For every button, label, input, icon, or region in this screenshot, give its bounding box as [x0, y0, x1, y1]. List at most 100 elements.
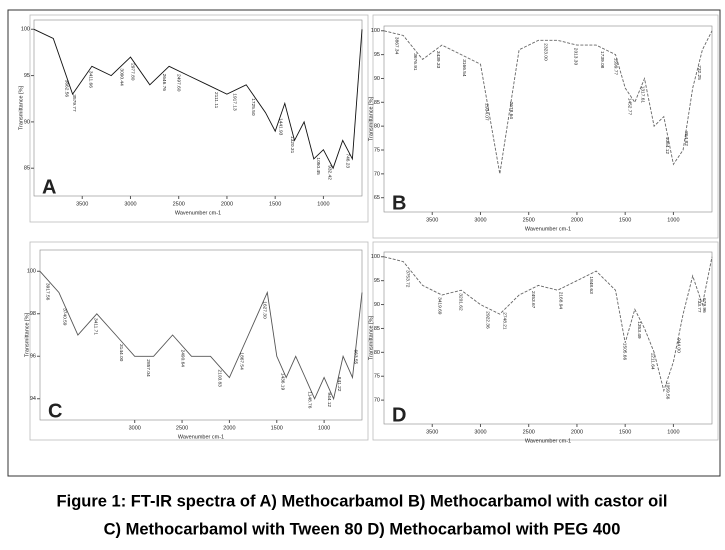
- peak-label: 2678.64: [508, 102, 514, 120]
- x-axis-label: Wavenumber cm-1: [525, 226, 571, 232]
- y-tick-label: 65: [374, 195, 380, 201]
- x-tick-label: 1000: [667, 217, 679, 223]
- x-axis-label: Wavenumber cm-1: [178, 434, 224, 440]
- panel-border: [372, 241, 719, 441]
- panel-letter: D: [392, 404, 406, 426]
- peak-label: 3753.72: [405, 270, 411, 288]
- peak-label: 1867.54: [239, 352, 245, 370]
- x-tick-label: 1000: [318, 425, 330, 431]
- y-tick-label: 80: [374, 350, 380, 356]
- x-axis-label: Wavenumber cm-1: [175, 210, 221, 216]
- panel-border: [29, 14, 369, 223]
- y-tick-label: 85: [374, 100, 380, 106]
- peak-label: 2323.00: [543, 43, 549, 61]
- peak-label: 2497.60: [176, 74, 182, 92]
- x-tick-label: 2000: [571, 429, 583, 435]
- peak-label: 2646.76: [161, 74, 167, 92]
- peak-label: 841.22: [336, 377, 342, 392]
- x-tick-label: 2000: [221, 201, 233, 207]
- y-tick-label: 90: [24, 119, 30, 125]
- x-tick-label: 2000: [223, 425, 235, 431]
- panel-border: [372, 14, 719, 239]
- peak-label: 1353.49: [636, 321, 642, 339]
- x-tick-label: 1500: [269, 201, 281, 207]
- x-tick-label: 3000: [129, 425, 141, 431]
- peak-label: 2453.67: [530, 291, 536, 309]
- peak-label: 1064.12: [664, 137, 670, 155]
- y-axis-label: Transmittance [%]: [18, 85, 24, 130]
- y-axis-label: Transmittance [%]: [368, 315, 374, 360]
- peak-label: 733.77: [696, 298, 702, 313]
- plot-frame: [39, 249, 363, 421]
- spectrum-line: [33, 28, 363, 170]
- x-tick-label: 2000: [571, 217, 583, 223]
- peak-label: 1848.63: [588, 276, 594, 294]
- y-tick-label: 95: [374, 52, 380, 58]
- peak-label: 1211.64: [650, 353, 656, 370]
- y-tick-label: 94: [30, 396, 36, 402]
- peak-label: 3662.56: [63, 80, 69, 98]
- y-tick-label: 70: [374, 171, 380, 177]
- y-tick-label: 100: [27, 269, 36, 275]
- peak-label: 1059.56: [664, 382, 670, 400]
- panel-letter: B: [392, 192, 406, 214]
- x-tick-label: 3500: [426, 429, 438, 435]
- peak-label: 944.12: [326, 392, 332, 407]
- peak-label: 746.23: [345, 153, 351, 168]
- x-axis-label: Wavenumber cm-1: [525, 438, 571, 444]
- peak-label: 864.82: [683, 131, 689, 146]
- peak-label: 1148.76: [307, 391, 313, 408]
- x-tick-label: 3000: [474, 217, 486, 223]
- y-axis-label: Transmittance [%]: [368, 96, 374, 141]
- y-tick-label: 75: [374, 147, 380, 153]
- peak-label: 3144.00: [118, 344, 124, 362]
- peak-label: 1739.08: [599, 51, 605, 69]
- plot-frame: [383, 251, 713, 425]
- peak-label: 1917.13: [232, 93, 238, 111]
- y-tick-label: 100: [371, 254, 380, 260]
- peak-label: 1725.50: [250, 98, 256, 116]
- y-tick-label: 96: [30, 354, 36, 360]
- x-tick-label: 1000: [667, 429, 679, 435]
- peak-label: 3867.34: [394, 37, 400, 55]
- y-tick-label: 85: [374, 326, 380, 332]
- y-tick-label: 75: [374, 374, 380, 380]
- peak-label: 932.42: [327, 165, 333, 180]
- peak-label: 2168.94: [557, 292, 563, 310]
- peak-label: 2934.07: [484, 103, 490, 121]
- peak-label: 2103.83: [216, 370, 222, 388]
- panel-border: [29, 241, 369, 441]
- peak-label: 2748.21: [502, 312, 508, 330]
- panel-letter: A: [42, 176, 56, 198]
- peak-label: 3439.33: [435, 51, 441, 69]
- x-tick-label: 3000: [474, 429, 486, 435]
- peak-label: 2111.11: [213, 92, 219, 109]
- peak-label: 3411.66: [88, 71, 94, 88]
- x-tick-label: 3000: [124, 201, 136, 207]
- y-tick-label: 98: [30, 311, 36, 317]
- peak-label: 2977.80: [129, 63, 135, 81]
- peak-label: 2857.04: [145, 359, 151, 377]
- y-tick-label: 90: [374, 76, 380, 82]
- y-tick-label: 70: [374, 398, 380, 404]
- peak-label: 1320.31: [289, 136, 295, 154]
- peak-label: 679.96: [701, 298, 707, 313]
- spectrum-line: [383, 30, 713, 174]
- peak-label: 3419.69: [437, 297, 443, 315]
- x-tick-label: 2500: [173, 201, 185, 207]
- peak-label: 2922.36: [485, 311, 491, 329]
- panel-letter: C: [48, 400, 62, 422]
- x-tick-label: 1500: [619, 217, 631, 223]
- x-tick-label: 3500: [76, 201, 88, 207]
- y-tick-label: 90: [374, 302, 380, 308]
- peak-label: 1452.77: [626, 98, 632, 116]
- peak-label: 732.25: [696, 65, 702, 80]
- peak-label: 1317.61: [640, 86, 646, 104]
- peak-label: 3411.71: [92, 318, 98, 335]
- figure-border: [7, 9, 721, 477]
- x-tick-label: 1500: [619, 429, 631, 435]
- plot-frame: [383, 25, 713, 213]
- y-tick-label: 85: [24, 166, 30, 172]
